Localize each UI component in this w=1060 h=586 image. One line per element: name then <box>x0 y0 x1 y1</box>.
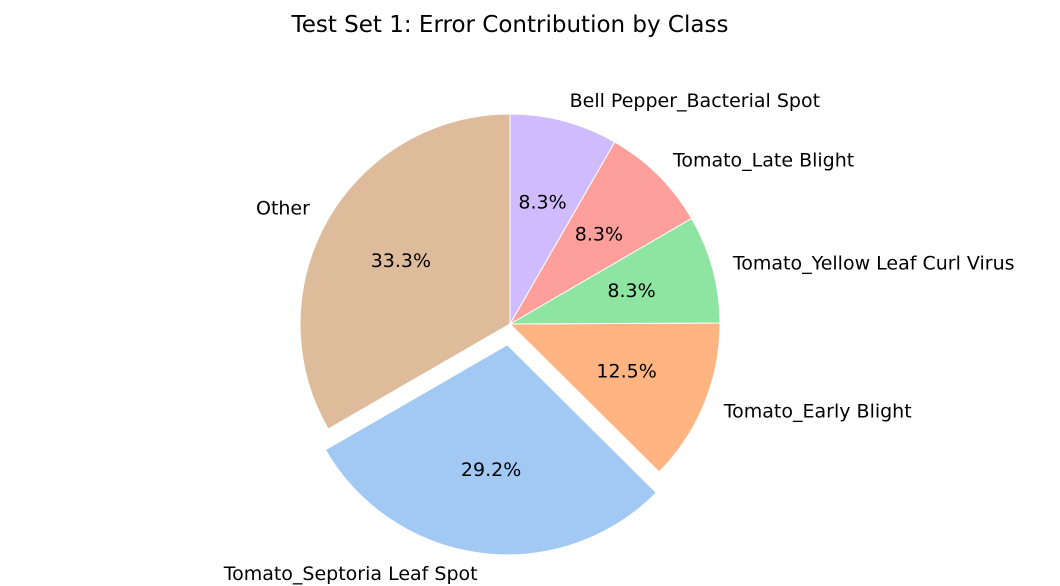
chart-title: Test Set 1: Error Contribution by Class <box>291 12 729 38</box>
slice-label-tomato-late-blight: Tomato_Late Blight <box>672 149 854 171</box>
pie-wedges <box>299 113 721 556</box>
pie-slice-tomato-septoria-leaf-spot <box>324 344 658 556</box>
pie-slice-bell-pepper-bacterial-spot <box>509 113 616 326</box>
percent-label-other: 33.3% <box>371 250 431 272</box>
percent-labels: 33.3% 29.2% 12.5% 8.3% 8.3% 8.3% <box>371 191 657 481</box>
slice-label-tomato-early-blight: Tomato_Early Blight <box>723 400 912 422</box>
slice-label-tomato-septoria-leaf-spot: Tomato_Septoria Leaf Spot <box>223 563 478 585</box>
pie-slice-other <box>299 113 511 430</box>
percent-label-tomato-yellow-leaf-curl-virus: 8.3% <box>607 280 655 302</box>
pie-slice-tomato-yellow-leaf-curl-virus <box>508 217 721 325</box>
pie-slice-tomato-late-blight <box>508 141 693 326</box>
slice-label-bell-pepper-bacterial-spot: Bell Pepper_Bacterial Spot <box>570 90 820 112</box>
slice-label-tomato-yellow-leaf-curl-virus: Tomato_Yellow Leaf Curl Virus <box>732 252 1015 274</box>
percent-label-tomato-late-blight: 8.3% <box>575 224 623 246</box>
pie-slice-tomato-early-blight <box>508 322 721 473</box>
slice-labels: Other Tomato_Septoria Leaf Spot Tomato_Ear… <box>223 90 1015 585</box>
slice-label-other: Other <box>256 198 310 220</box>
percent-label-tomato-septoria-leaf-spot: 29.2% <box>461 459 521 481</box>
percent-label-bell-pepper-bacterial-spot: 8.3% <box>518 191 566 213</box>
percent-label-tomato-early-blight: 12.5% <box>596 361 656 383</box>
